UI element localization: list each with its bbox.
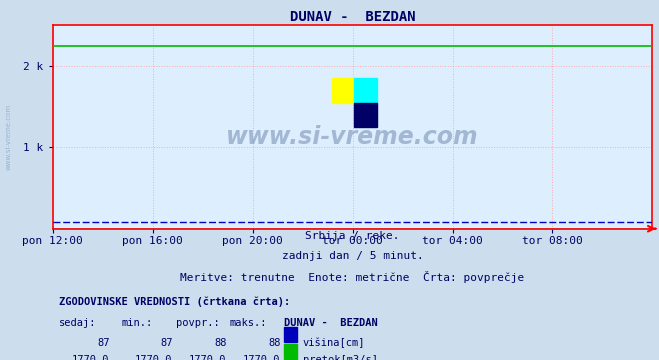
Text: ZGODOVINSKE VREDNOSTI (črtkana črta):: ZGODOVINSKE VREDNOSTI (črtkana črta):: [59, 297, 290, 307]
Bar: [331, 78, 355, 103]
Text: pretok[m3/s]: pretok[m3/s]: [302, 355, 378, 360]
Text: 1770,0: 1770,0: [243, 355, 281, 360]
Text: zadnji dan / 5 minut.: zadnji dan / 5 minut.: [281, 251, 424, 261]
Text: povpr.:: povpr.:: [176, 318, 219, 328]
Text: 1770,0: 1770,0: [189, 355, 227, 360]
Text: sedaj:: sedaj:: [59, 318, 96, 328]
Bar: [355, 103, 377, 127]
Text: 88: 88: [214, 338, 227, 348]
Bar: [283, 344, 297, 359]
Bar: [283, 327, 297, 342]
Text: 1770,0: 1770,0: [72, 355, 109, 360]
Text: Srbija / reke.: Srbija / reke.: [305, 231, 400, 241]
Text: 1770,0: 1770,0: [135, 355, 173, 360]
Text: 88: 88: [268, 338, 281, 348]
Text: maks.:: maks.:: [229, 318, 267, 328]
Text: 87: 87: [160, 338, 173, 348]
Text: višina[cm]: višina[cm]: [302, 338, 365, 348]
Text: Meritve: trenutne  Enote: metrične  Črta: povprečje: Meritve: trenutne Enote: metrične Črta: …: [181, 271, 525, 283]
Text: 87: 87: [97, 338, 109, 348]
Title: DUNAV -  BEZDAN: DUNAV - BEZDAN: [290, 10, 415, 24]
Text: min.:: min.:: [122, 318, 153, 328]
Text: www.si-vreme.com: www.si-vreme.com: [226, 125, 479, 149]
Bar: [355, 78, 377, 103]
Text: www.si-vreme.com: www.si-vreme.com: [5, 104, 11, 170]
Text: DUNAV -  BEZDAN: DUNAV - BEZDAN: [283, 318, 378, 328]
